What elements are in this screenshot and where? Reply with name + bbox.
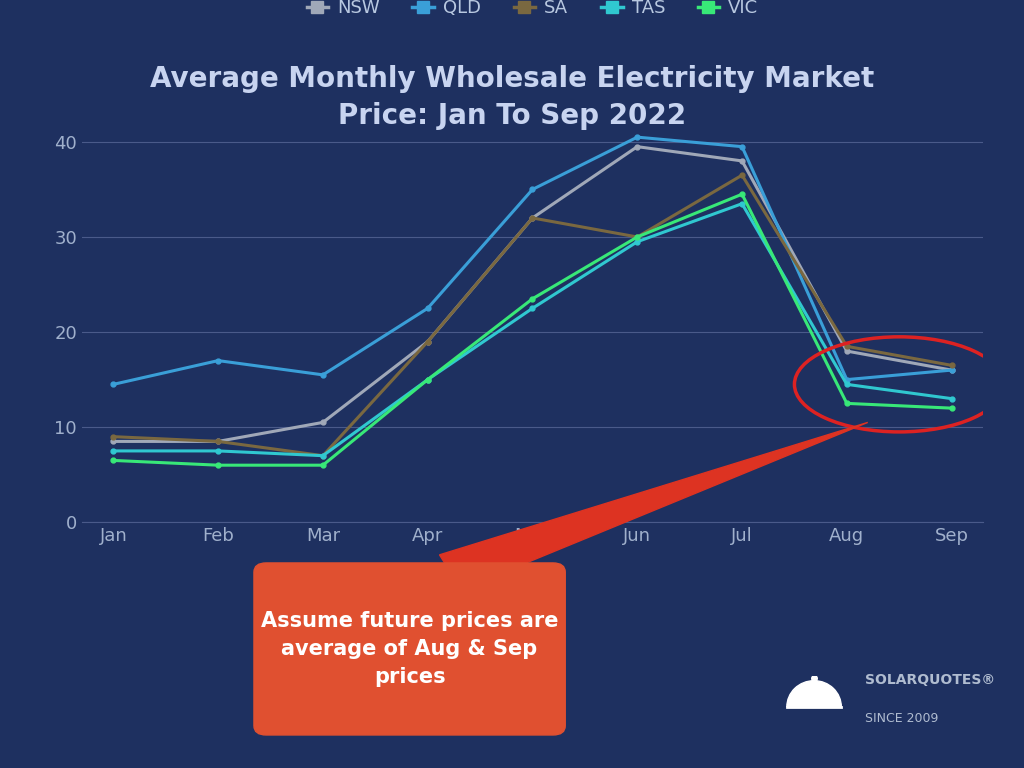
NSW (108, 437, 120, 446)
VIC (108, 456, 120, 465)
TAS (526, 303, 539, 313)
SA (631, 233, 643, 242)
SA (736, 170, 749, 180)
Text: SINCE 2009: SINCE 2009 (865, 712, 939, 724)
SA (841, 342, 853, 351)
SA (526, 214, 539, 223)
Text: SOLARQUOTES®: SOLARQUOTES® (865, 673, 995, 687)
VIC (736, 190, 749, 199)
Line: SA: SA (111, 173, 954, 458)
NSW (945, 366, 957, 375)
QLD (108, 379, 120, 389)
TAS (945, 394, 957, 403)
Line: VIC: VIC (111, 192, 954, 468)
NSW (212, 437, 224, 446)
QLD (422, 303, 434, 313)
VIC (422, 375, 434, 384)
TAS (316, 451, 329, 460)
NSW (422, 337, 434, 346)
TAS (631, 237, 643, 247)
TAS (841, 379, 853, 389)
VIC (212, 461, 224, 470)
NSW (841, 346, 853, 356)
QLD (526, 185, 539, 194)
TAS (212, 446, 224, 455)
TAS (422, 375, 434, 384)
QLD (212, 356, 224, 366)
QLD (316, 370, 329, 379)
TAS (108, 446, 120, 455)
Legend: NSW, QLD, SA, TAS, VIC: NSW, QLD, SA, TAS, VIC (299, 0, 766, 25)
QLD (841, 375, 853, 384)
Line: TAS: TAS (111, 201, 954, 458)
QLD (631, 133, 643, 142)
VIC (841, 399, 853, 408)
VIC (526, 294, 539, 303)
SA (316, 451, 329, 460)
SA (212, 437, 224, 446)
VIC (316, 461, 329, 470)
Line: QLD: QLD (111, 134, 954, 387)
SA (108, 432, 120, 442)
Text: Average Monthly Wholesale Electricity Market
Price: Jan To Sep 2022: Average Monthly Wholesale Electricity Ma… (150, 65, 874, 130)
SA (422, 337, 434, 346)
NSW (526, 214, 539, 223)
NSW (316, 418, 329, 427)
VIC (945, 403, 957, 412)
Wedge shape (786, 680, 842, 707)
VIC (631, 233, 643, 242)
Line: NSW: NSW (111, 144, 954, 444)
Text: Assume future prices are
average of Aug & Sep
prices: Assume future prices are average of Aug … (261, 611, 558, 687)
SA (945, 361, 957, 370)
QLD (736, 142, 749, 151)
TAS (736, 199, 749, 208)
NSW (736, 157, 749, 166)
QLD (945, 366, 957, 375)
NSW (631, 142, 643, 151)
